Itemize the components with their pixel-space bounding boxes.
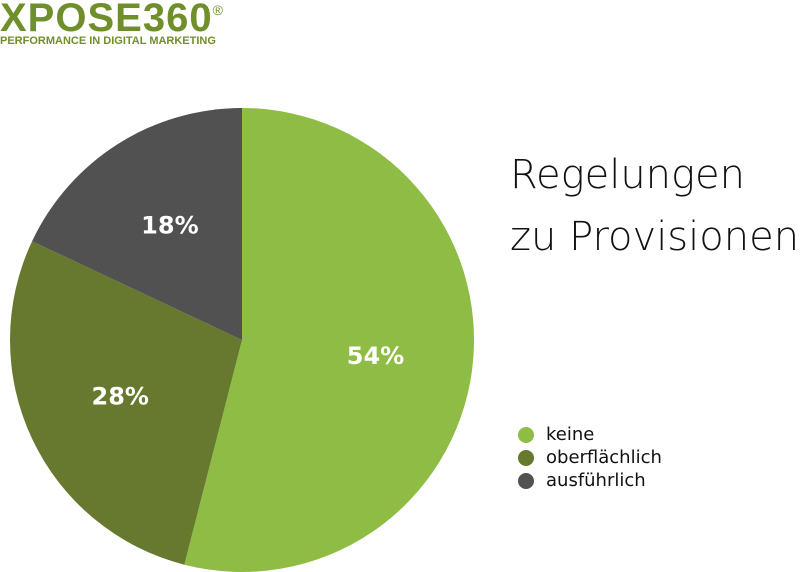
legend-swatch (518, 450, 534, 466)
logo: XPOSE360® PERFORMANCE IN DIGITAL MARKETI… (0, 0, 223, 47)
pie-slice (9, 241, 243, 565)
slice-label: 28% (92, 382, 149, 410)
logo-name: XPOSE360 (0, 0, 213, 40)
logo-tagline: PERFORMANCE IN DIGITAL MARKETING (0, 35, 216, 47)
legend-label: ausführlich (546, 470, 646, 491)
pie-slice (184, 108, 474, 572)
slice-label: 18% (141, 211, 198, 239)
legend-swatch (518, 427, 534, 443)
legend-label: oberflächlich (546, 447, 662, 468)
pie-slice (32, 108, 242, 340)
logo-mark: ® (212, 2, 223, 18)
slice-label: 54% (347, 342, 404, 370)
legend-swatch (518, 473, 534, 489)
legend-label: keine (546, 424, 594, 445)
chart-title: Regelungen zu Provisionen (510, 152, 800, 260)
